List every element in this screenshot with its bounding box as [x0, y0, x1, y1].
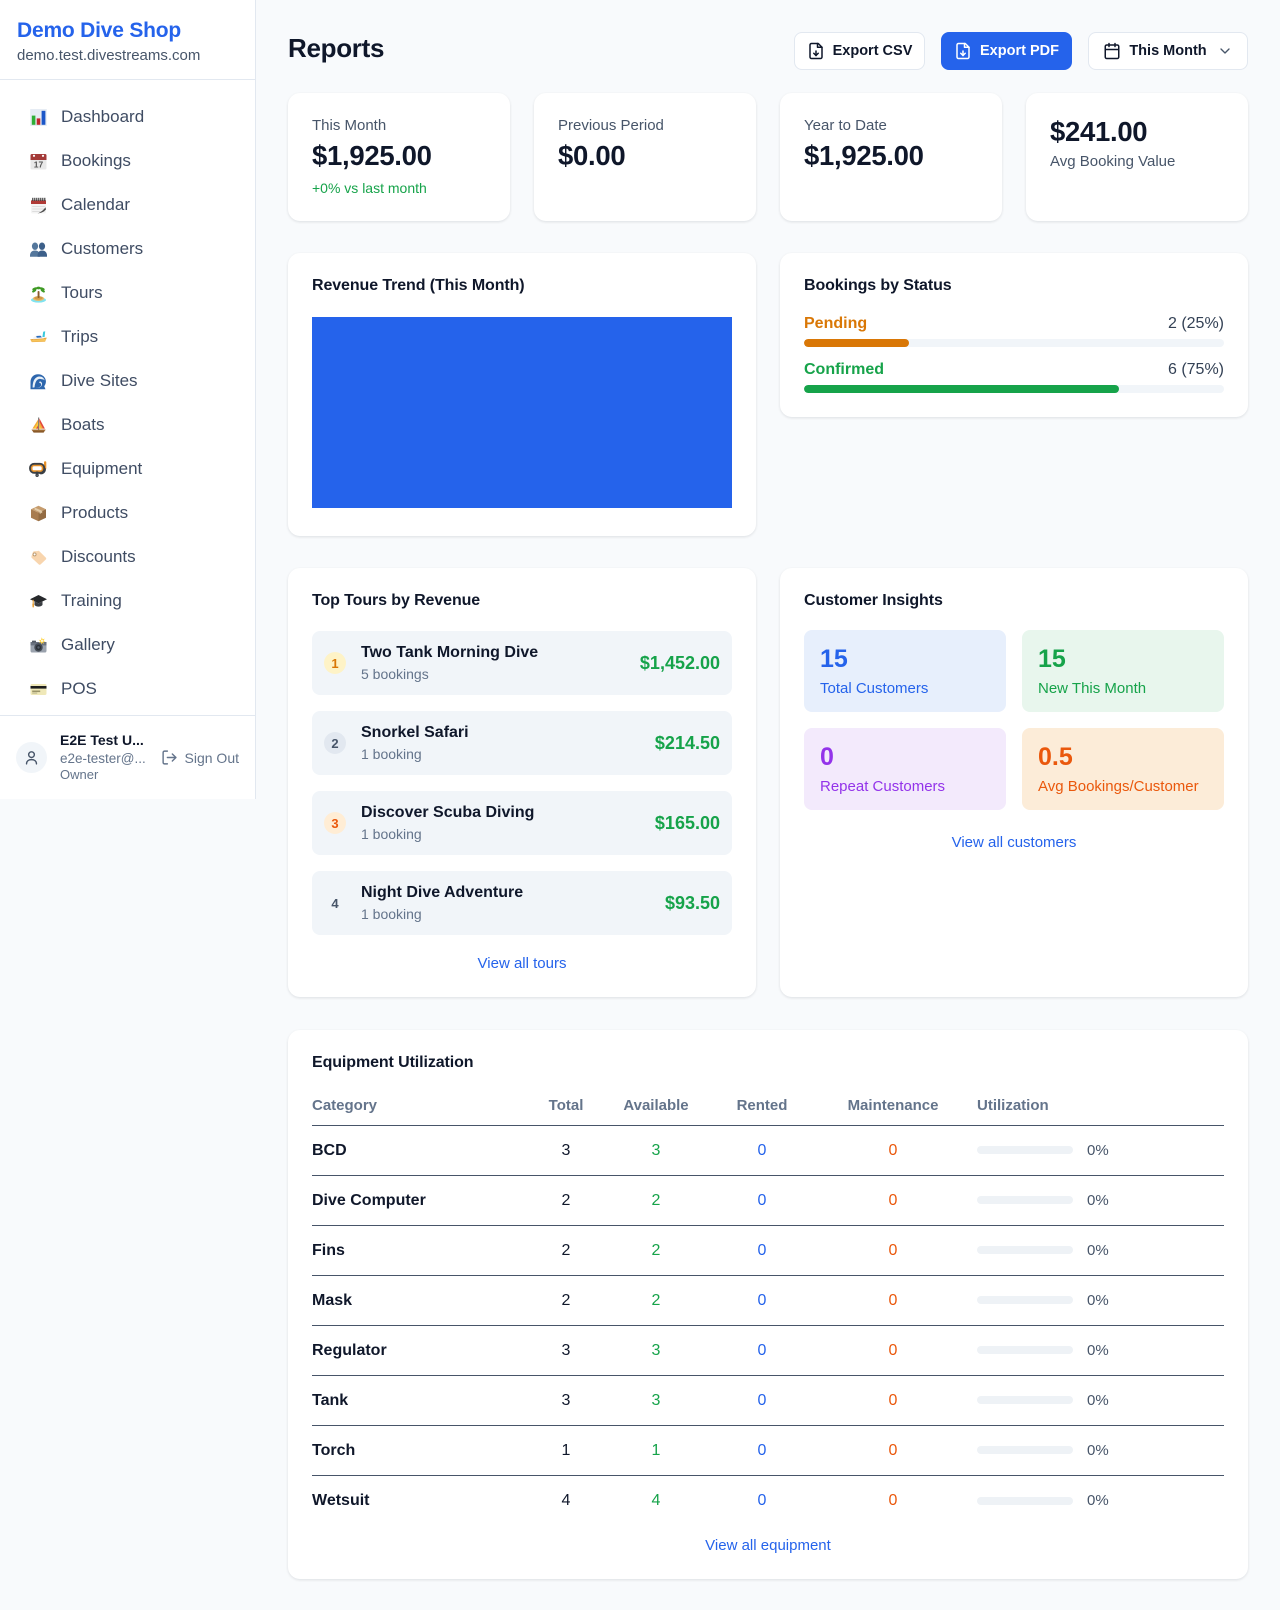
svg-text:17: 17	[34, 159, 44, 169]
